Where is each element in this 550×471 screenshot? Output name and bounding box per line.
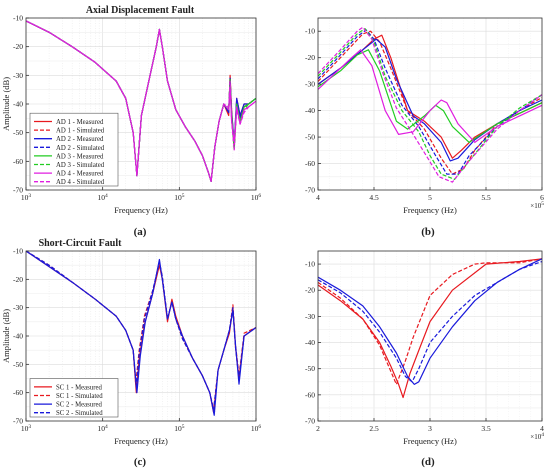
y-tick-label: -10 (305, 260, 315, 269)
legend-box (29, 378, 119, 418)
panel-a: Axial Displacement Fault (a) 103 104 105 10… (1, 5, 261, 238)
panel-b: (b) 4 4.5 5 5.5 6 -70 -60 -50 -40 -30 -20 -10 ×105 Fr… (305, 17, 544, 238)
series-line-2 (318, 30, 542, 175)
series-group (26, 20, 256, 182)
legend-entry: AD 4 - Simulated (56, 179, 105, 186)
y-tick-label: -50 (13, 128, 23, 137)
legend-entry: AD 4 - Measured (56, 171, 104, 178)
y-tick-label: -40 (305, 106, 315, 115)
x-tick-label: 2.5 (369, 424, 379, 433)
y-tick-label: -70 (305, 417, 315, 426)
legend-entry: SC 1 - Simulated (56, 393, 103, 400)
x-tick-label: 106 (251, 424, 262, 433)
series-line-4 (26, 251, 256, 411)
panel-d-letter: (d) (421, 456, 435, 468)
y-tick-label: -40 (13, 332, 23, 341)
x-tick-label: 104 (98, 424, 109, 433)
y-tick-label: -30 (305, 80, 315, 89)
legend-entry: SC 2 - Simulated (56, 410, 103, 417)
y-axis-label: Amplitude (dB) (1, 77, 11, 131)
legend-box (29, 112, 119, 187)
y-tick-label: -20 (305, 53, 315, 62)
x-tick-label: 104 (98, 193, 109, 202)
y-tick-label: -30 (13, 303, 23, 312)
panel-c-title: Short-Circuit Fault (39, 238, 123, 249)
legend-entry: AD 2 - Simulated (56, 145, 105, 152)
series-group (26, 251, 256, 416)
legend-entry: AD 3 - Simulated (56, 162, 105, 169)
x-tick-label: 3 (428, 424, 432, 433)
x-tick-label: 5.5 (481, 193, 491, 202)
legend-entry: SC 2 - Measured (56, 402, 102, 409)
x-tick-label: 4.5 (369, 193, 379, 202)
series-line-4 (318, 260, 542, 383)
y-tick-label: -70 (13, 186, 23, 195)
y-tick-label: -40 (305, 338, 315, 347)
series-line-8 (318, 26, 542, 183)
x-axis-label: Frequency (Hz) (403, 436, 457, 446)
panel-c-letter: (c) (134, 456, 147, 468)
series-line-4 (318, 29, 542, 175)
y-tick-label: -70 (305, 186, 315, 195)
x-tick-label: 4 (540, 424, 544, 433)
x-axis-multiplier: ×105 (530, 201, 544, 210)
series-line-7 (318, 49, 542, 143)
series-group (318, 26, 542, 183)
y-tick-label: -50 (13, 360, 23, 369)
y-tick-label: -10 (13, 247, 23, 256)
y-tick-label: -50 (305, 133, 315, 142)
y-tick-label: -60 (305, 390, 315, 399)
series-line-3 (318, 258, 542, 385)
x-axis-multiplier: ×104 (530, 432, 544, 441)
legend: SC 1 - Measured SC 1 - Simulated SC 2 - Me… (29, 378, 119, 418)
x-tick-label: 105 (174, 193, 185, 202)
x-axis-label: Frequency (Hz) (114, 205, 168, 215)
y-tick-label: -10 (305, 27, 315, 36)
series-line-5 (318, 49, 542, 143)
panel-b-letter: (b) (421, 226, 435, 238)
x-tick-label: 106 (251, 193, 262, 202)
series-line-8 (26, 20, 256, 182)
x-tick-label: 3.5 (481, 424, 491, 433)
x-axis-label: Frequency (Hz) (403, 205, 457, 215)
grid (317, 17, 543, 191)
grid (317, 250, 543, 422)
y-axis-label: Amplitude (dB) (1, 309, 11, 363)
y-tick-label: -40 (13, 100, 23, 109)
y-tick-label: -10 (13, 14, 23, 23)
y-tick-label: -50 (305, 364, 315, 373)
y-tick-label: -30 (13, 71, 23, 80)
y-tick-label: -20 (13, 42, 23, 51)
panel-a-letter: (a) (134, 226, 147, 238)
panel-a-title: Axial Displacement Fault (86, 5, 195, 16)
x-tick-label: 103 (21, 193, 32, 202)
x-tick-label: 4 (316, 193, 320, 202)
legend-entry: AD 1 - Simulated (56, 128, 105, 135)
x-tick-label: 2 (316, 424, 320, 433)
series-line-2 (318, 258, 542, 385)
legend-entry: SC 1 - Measured (56, 384, 102, 391)
legend-entry: AD 2 - Measured (56, 136, 104, 143)
legend-entry: AD 3 - Measured (56, 153, 104, 160)
y-tick-label: -20 (13, 275, 23, 284)
x-tick-label: 105 (174, 424, 185, 433)
y-tick-label: -60 (13, 157, 23, 166)
panel-c: Short-Circuit Fault (c) 103 104 105 106 -70 -… (1, 238, 261, 468)
x-tick-label: 5 (428, 193, 432, 202)
x-tick-label: 103 (21, 424, 32, 433)
y-tick-label: -30 (305, 312, 315, 321)
y-tick-label: -60 (13, 388, 23, 397)
y-tick-label: -70 (13, 417, 23, 426)
x-tick-label: 6 (540, 193, 544, 202)
panel-d: (d) 2 2.5 3 3.5 4 -70 -60 -50 -40 -30 -20 -10 ×104 Fr… (305, 250, 544, 468)
series-group (318, 258, 542, 399)
y-tick-label: -60 (305, 159, 315, 168)
series-line-6 (318, 28, 542, 180)
y-tick-label: -20 (305, 286, 315, 295)
x-axis-label: Frequency (Hz) (114, 436, 168, 446)
legend-entry: AD 1 - Measured (56, 119, 104, 126)
